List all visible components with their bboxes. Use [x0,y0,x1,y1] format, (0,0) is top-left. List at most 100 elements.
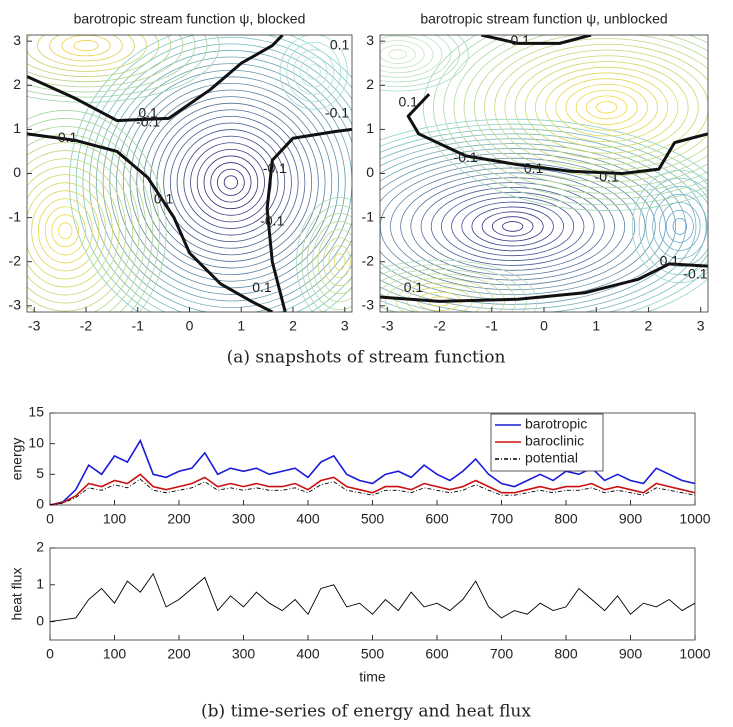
x-tick-label: 0 [46,511,54,527]
y-tick-label: 0 [36,496,44,512]
y-tick-label: 3 [366,32,374,48]
contour-line [279,35,348,110]
x-tick-label: 200 [167,511,191,527]
contour-line [217,168,245,196]
contour-label: -0.1 [506,32,530,48]
contour-line [296,197,352,312]
x-tick-label: 2 [645,318,653,334]
x-tick-label: 400 [296,646,320,662]
contour-line [504,49,708,166]
contour-line [631,169,708,284]
contour-line [380,35,452,83]
contour-line [596,101,618,114]
y-tick-label: 1 [366,120,374,136]
x-tick-label: 0 [540,318,548,334]
contour-line [380,133,707,312]
contour-line [380,35,443,78]
contour-label: 0.1 [252,279,272,295]
contour-line [299,56,328,88]
y-tick-label: -1 [9,208,22,224]
contour-line [95,50,352,312]
y-tick-label: 0 [36,612,44,628]
contour-line [301,205,352,312]
contour-line [380,138,697,312]
contour-line [473,35,708,183]
plot-title: barotropic stream function ψ, blocked [74,11,306,27]
contour-line [149,102,313,262]
contour-line [384,278,495,312]
contour-line [129,83,333,282]
x-tick-label: 2 [289,318,297,334]
contour-line [380,35,434,74]
contour-line [27,150,133,312]
contour-line [665,209,694,243]
contour-label: 0.1 [524,160,544,176]
legend-label: potential [525,450,578,466]
x-tick-label: 500 [361,646,385,662]
contour-label: 0.1 [330,36,350,52]
contour-label: -0.1 [53,129,77,145]
x-tick-label: 1 [592,318,600,334]
contour-line [317,229,352,295]
contour-line [27,166,120,296]
contour-line [61,35,111,57]
y-tick-label: 10 [28,434,44,450]
zero-contour [27,35,284,123]
contour-line [27,118,160,312]
contour-line [37,198,93,264]
contour-label: -0.1 [595,169,619,185]
contour-line [388,49,407,60]
x-tick-label: 100 [103,511,127,527]
contour-line [481,211,544,242]
plot-title: barotropic stream function ψ, unblocked [420,11,667,27]
series-line [49,572,696,623]
y-tick-label: 1 [13,120,21,136]
x-tick-label: 900 [619,511,643,527]
contour-line [183,135,279,229]
contour-line [82,36,352,312]
contour-line [27,182,107,280]
legend-label: baroclinic [525,433,584,449]
y-axis-label: energy [9,438,25,481]
contour-label: -0.1 [683,266,707,282]
contour-line [390,167,636,286]
contour-line [58,222,73,240]
contour-line [491,216,534,237]
contour-line [380,259,538,312]
contour-line [380,143,687,310]
contour-line [306,64,321,80]
x-tick-label: 1000 [679,511,710,527]
contour-line [638,177,708,275]
contour-label: 0.1 [154,191,174,207]
contour-line [659,201,701,251]
contour-line [430,187,595,266]
contour-line [156,109,306,256]
contour-line [203,155,259,210]
contour-line [122,76,339,289]
contour-line [484,38,708,177]
contour-line [380,273,506,312]
contour-line [534,66,679,148]
y-tick-label: 2 [366,76,374,92]
x-tick-label: -3 [381,318,394,334]
contour-line [380,268,516,312]
contour-line [169,122,292,243]
zero-contour [265,127,352,312]
contour-line [44,206,86,256]
y-tick-label: -2 [9,252,22,268]
contour-line [176,129,286,236]
y-tick-label: 2 [36,539,44,555]
contours [27,35,352,312]
contour-line [27,126,154,312]
contour-line [27,35,160,77]
contour-line [286,41,342,103]
contour-line [672,218,687,235]
contour-line [380,44,416,64]
x-tick-label: 600 [425,511,449,527]
contour-label: 0.1 [138,105,158,121]
contour-line [433,35,708,206]
contour-line [471,206,554,247]
zero-contour [380,262,708,303]
contour-line [75,35,352,312]
contour-line [555,78,658,137]
